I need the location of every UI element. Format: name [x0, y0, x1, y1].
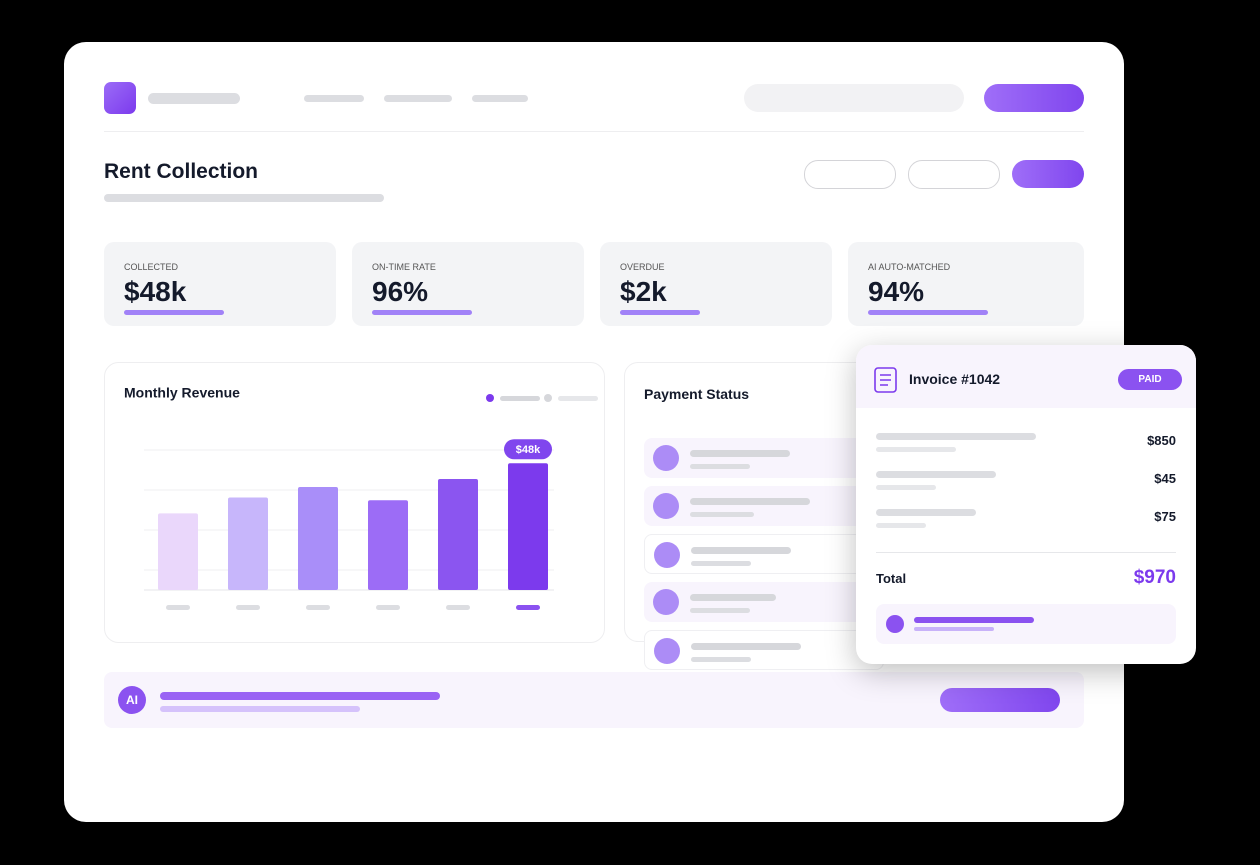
nav-link[interactable]: [304, 95, 364, 102]
avatar: [653, 493, 679, 519]
divider: [876, 552, 1176, 553]
x-label-placeholder: [166, 605, 190, 610]
banner-button[interactable]: [940, 688, 1060, 712]
kpi-card: COLLECTED $48k: [104, 242, 336, 326]
x-label-placeholder: [306, 605, 330, 610]
banner-placeholder: [160, 692, 440, 700]
avatar: [654, 638, 680, 664]
row-placeholder: [690, 464, 750, 469]
payment-row[interactable]: [644, 534, 884, 574]
kpi-value: $2k: [620, 276, 667, 307]
payment-title: Payment Status: [644, 386, 750, 402]
bar: [228, 497, 268, 590]
status-badge: PAID: [1118, 369, 1182, 390]
kpi-card: AI AUTO-MATCHED 94%: [848, 242, 1084, 326]
line-placeholder: [876, 485, 936, 490]
primary-button[interactable]: [984, 84, 1084, 112]
x-label-placeholder: [516, 605, 540, 610]
invoice-card: Invoice #1042 PAID $850 $45 $75 Total $9…: [856, 345, 1196, 664]
payment-row[interactable]: [644, 438, 884, 478]
bar: [298, 486, 338, 590]
row-placeholder: [690, 450, 790, 457]
row-placeholder: [690, 608, 750, 613]
payment-row[interactable]: [644, 582, 884, 622]
revenue-chart: Monthly Revenue $48k: [104, 362, 605, 643]
subtitle-placeholder: [104, 194, 384, 202]
invoice-footer: [876, 604, 1176, 644]
nav-link[interactable]: [384, 95, 452, 102]
row-placeholder: [690, 594, 776, 601]
row-placeholder: [691, 643, 801, 650]
brand-placeholder: [148, 93, 240, 104]
row-placeholder: [691, 561, 751, 566]
payment-row[interactable]: [644, 486, 884, 526]
total-label: Total: [876, 571, 907, 586]
kpi-value: 96%: [372, 276, 429, 307]
legend-dot: [544, 394, 552, 402]
line-placeholder: [876, 447, 956, 452]
line-placeholder: [876, 471, 996, 478]
kpi-label: OVERDUE: [620, 262, 665, 272]
avatar: [654, 542, 680, 568]
line-amount: $75: [1154, 509, 1176, 524]
outline-button[interactable]: [908, 160, 1000, 189]
legend-dot: [486, 394, 494, 402]
bar: [158, 513, 198, 590]
row-placeholder: [690, 512, 754, 517]
kpi-bar: [124, 310, 224, 315]
line-amount: $45: [1154, 471, 1176, 486]
bar: [368, 500, 408, 590]
kpi-bar: [372, 310, 472, 315]
row-placeholder: [691, 547, 791, 554]
line-placeholder: [876, 433, 1036, 440]
x-label-placeholder: [376, 605, 400, 610]
page-title: Rent Collection: [104, 160, 259, 183]
legend-placeholder: [500, 396, 540, 401]
value-label: $48k: [516, 444, 541, 456]
kpi-label: AI AUTO-MATCHED: [868, 262, 951, 272]
avatar: [653, 445, 679, 471]
x-label-placeholder: [236, 605, 260, 610]
ai-icon: AI: [118, 686, 146, 714]
invoice-icon: [874, 367, 897, 393]
kpi-card: ON-TIME RATE 96%: [352, 242, 584, 326]
kpi-label: COLLECTED: [124, 262, 179, 272]
footer-placeholder: [914, 627, 994, 631]
avatar: [653, 589, 679, 615]
footer-placeholder: [914, 617, 1034, 623]
value-badge: [504, 439, 552, 460]
divider: [104, 131, 1084, 132]
logo[interactable]: [104, 82, 136, 114]
invoice-title: Invoice #1042: [909, 371, 1001, 387]
kpi-bar: [620, 310, 700, 315]
kpi-label: ON-TIME RATE: [372, 262, 436, 272]
footer-dot: [886, 615, 904, 633]
nav-link[interactable]: [472, 95, 528, 102]
outline-button[interactable]: [804, 160, 896, 189]
chart-title: Monthly Revenue: [124, 385, 240, 401]
kpi-value: 94%: [868, 276, 925, 307]
primary-button[interactable]: [1012, 160, 1084, 188]
ai-banner: [104, 672, 1084, 728]
line-placeholder: [876, 523, 926, 528]
kpi-bar: [868, 310, 988, 315]
bar: [508, 463, 548, 590]
row-placeholder: [691, 657, 751, 662]
line-placeholder: [876, 509, 976, 516]
row-placeholder: [690, 498, 810, 505]
kpi-value: $48k: [124, 276, 187, 307]
line-amount: $850: [1147, 433, 1176, 448]
banner-placeholder: [160, 706, 360, 712]
kpi-card: OVERDUE $2k: [600, 242, 832, 326]
legend-placeholder: [558, 396, 598, 401]
x-label-placeholder: [446, 605, 470, 610]
search-bar[interactable]: [744, 84, 964, 112]
payment-row[interactable]: [644, 630, 884, 670]
bar: [438, 479, 478, 590]
total-amount: $970: [1133, 567, 1176, 588]
